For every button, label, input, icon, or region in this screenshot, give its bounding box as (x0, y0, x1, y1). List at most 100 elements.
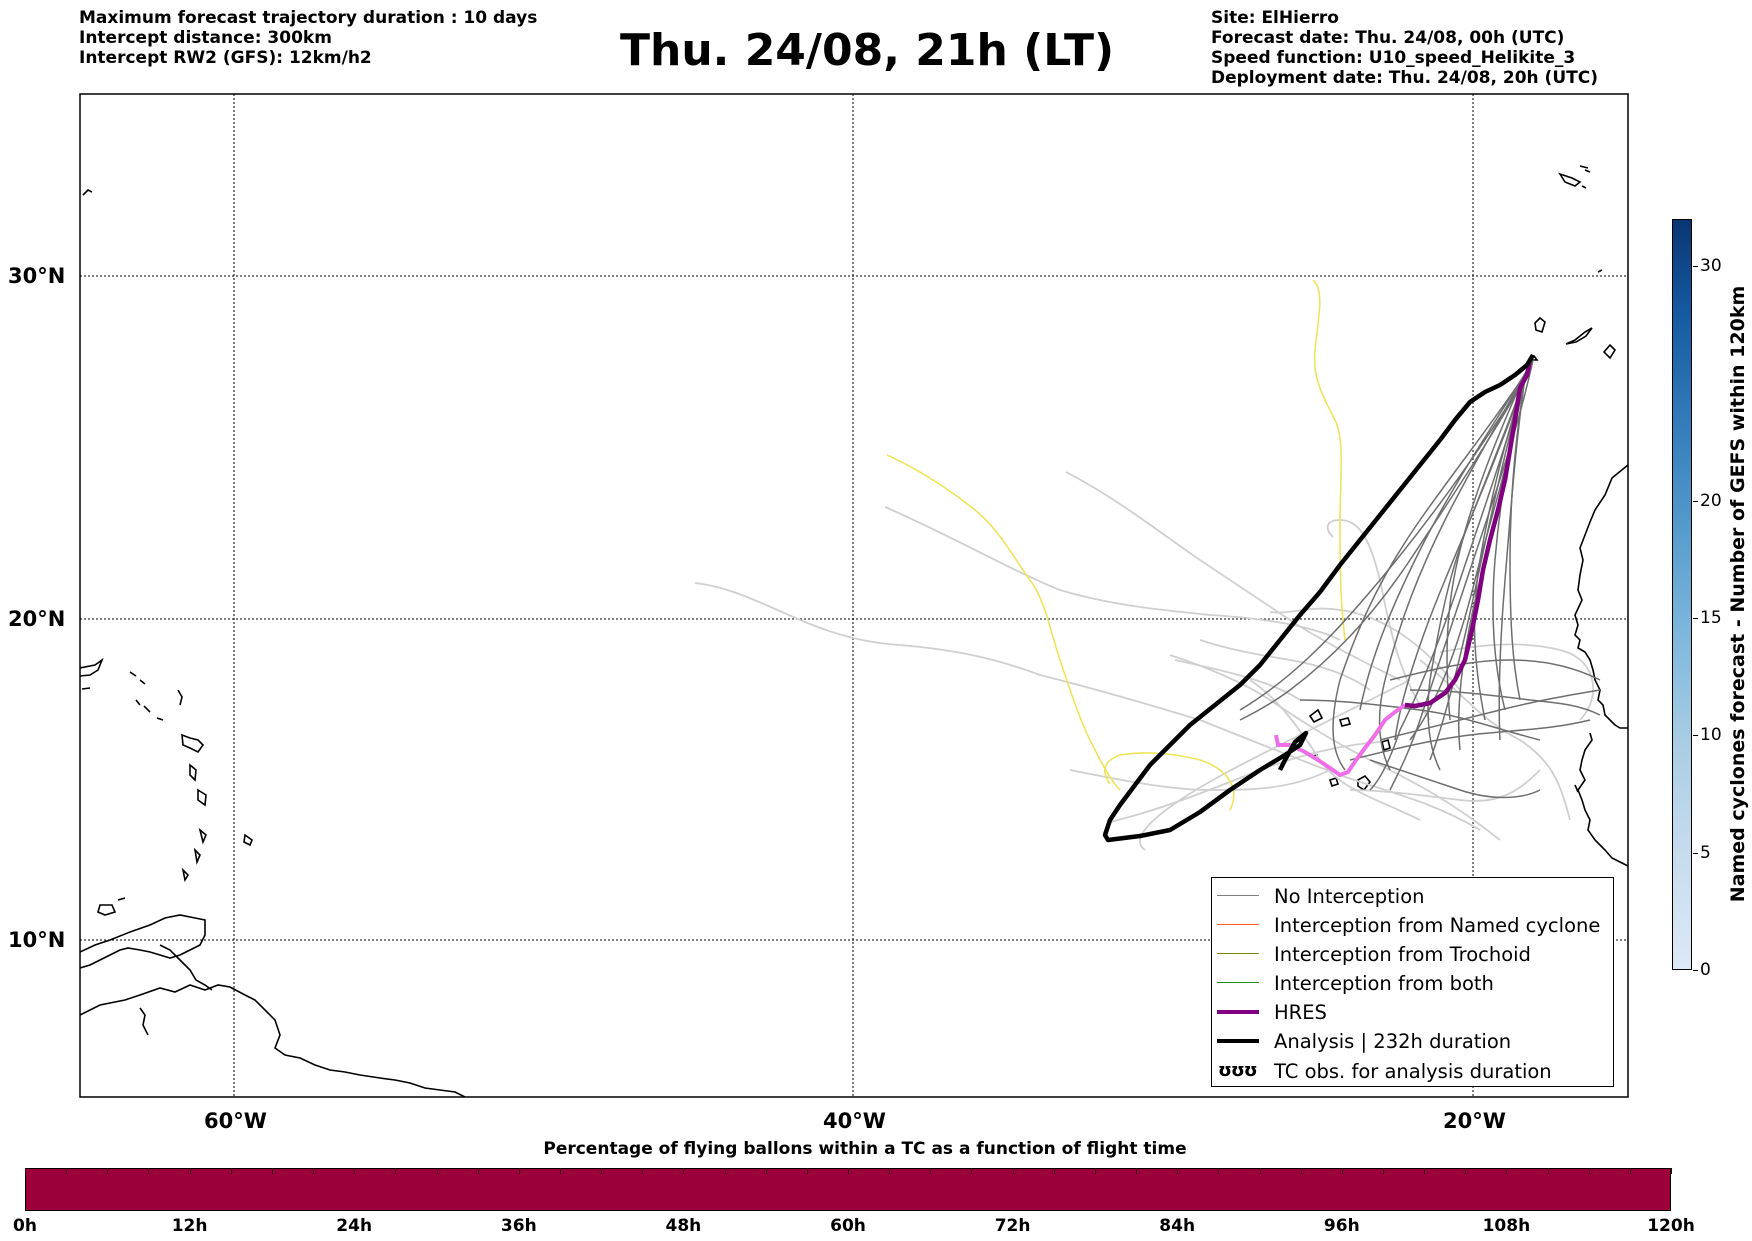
colorbar-bottom-minor-tick (1136, 1168, 1138, 1174)
coast-guyana-river (139, 1007, 149, 1036)
colorbar-bottom-minor-tick (1424, 1168, 1426, 1174)
legend-label: Analysis | 232h duration (1274, 1030, 1512, 1053)
island-madeira-dot (1597, 269, 1603, 273)
trajectory-light (1326, 519, 1431, 721)
trajectory-dark (1429, 384, 1524, 761)
colorbar-bottom-minor-tick (1300, 1168, 1302, 1174)
colorbar-bottom-minor-tick (477, 1168, 479, 1174)
trajectory-dark (1369, 377, 1526, 791)
island-st-vincent (193, 847, 201, 865)
legend: No Interception Interception from Named … (1211, 877, 1614, 1087)
island-aruba-curacao (97, 897, 126, 916)
colorbar-named-cyclones (1672, 219, 1692, 970)
island-gran-canaria (1602, 343, 1617, 360)
hres-track (1404, 359, 1533, 709)
trajectory-dark (1394, 381, 1525, 741)
legend-item-analysis: Analysis | 232h duration (1212, 1030, 1613, 1053)
island-cape-verde-5 (1357, 774, 1372, 792)
island-la-palma (1534, 316, 1546, 334)
legend-label: TC obs. for analysis duration (1274, 1060, 1552, 1083)
legend-swatch (1217, 895, 1259, 896)
colorbar-bottom-tick-label: 108h (1482, 1216, 1531, 1236)
tc-obs-symbol-icon: ʊʊʊ (1218, 1060, 1258, 1081)
colorbar-right-tick-label: 5 (1700, 842, 1711, 863)
legend-item-named-cyclone: Interception from Named cyclone (1212, 914, 1613, 937)
island-cape-verde-4 (1328, 776, 1340, 788)
trajectory-dark (1509, 377, 1526, 701)
header-right-line: Speed function: U10_speed_Helikite_3 (1211, 48, 1576, 68)
lon-label-60w: 60°W (204, 1109, 267, 1133)
island-cape-verde-1 (1308, 708, 1324, 724)
colorbar-right-tick (1693, 500, 1698, 502)
header-left-line: Intercept distance: 300km (79, 28, 332, 48)
island-guadeloupe (181, 733, 205, 754)
colorbar-bottom-tick-label: 84h (1159, 1216, 1196, 1236)
colorbar-bottom-minor-tick (271, 1168, 273, 1174)
trajectory-light (1174, 659, 1301, 701)
trajectory-light (1065, 471, 1401, 681)
colorbar-right-tick (1693, 735, 1698, 737)
colorbar-flight-time (25, 1168, 1671, 1211)
legend-item-tc-obs: ʊʊʊ TC obs. for analysis duration (1212, 1060, 1613, 1083)
colorbar-bottom-minor-tick (1053, 1168, 1055, 1174)
header-right-line: Forecast date: Thu. 24/08, 00h (UTC) (1211, 28, 1565, 48)
lat-label-10n: 10°N (8, 928, 66, 952)
island-guadeloupe-north (177, 689, 183, 706)
legend-item-both: Interception from both (1212, 972, 1613, 995)
trajectory-dark (1369, 759, 1541, 799)
header-left-line: Intercept RW2 (GFS): 12km/h2 (79, 48, 372, 68)
colorbar-right-tick-label: 15 (1700, 607, 1722, 628)
colorbar-bottom-minor-tick (1218, 1168, 1220, 1174)
trajectory-light (1349, 769, 1541, 802)
lat-label-30n: 30°N (8, 264, 66, 288)
colorbar-bottom-minor-tick (395, 1168, 397, 1174)
colorbar-bottom-tick-label: 60h (830, 1216, 866, 1236)
colorbar-bottom-minor-tick (1012, 1168, 1014, 1174)
colorbar-bottom-tick-label: 12h (171, 1216, 208, 1236)
coast-senegal-guinea (1577, 732, 1628, 867)
trajectory-dark (1299, 699, 1541, 741)
legend-label: Interception from Trochoid (1274, 943, 1531, 966)
island-barbados (243, 833, 253, 847)
trajectories-no-interception (1239, 359, 1601, 799)
colorbar-bottom-minor-tick (1671, 1168, 1672, 1174)
colorbar-bottom-minor-tick (25, 1168, 26, 1174)
island-martinique (197, 788, 207, 807)
colorbar-right-title: Named cyclones forecast - Number of GEFS… (1727, 285, 1749, 903)
coast-venezuela (80, 914, 206, 969)
map-frame (79, 93, 1629, 1098)
colorbar-bottom-minor-tick (1177, 1168, 1179, 1174)
colorbar-right-tick-label: 10 (1700, 725, 1722, 746)
colorbar-bottom-minor-tick (1465, 1168, 1467, 1174)
legend-swatch (1217, 924, 1259, 925)
colorbar-bottom-minor-tick (148, 1168, 150, 1174)
page-title: Thu. 24/08, 21h (LT) (620, 25, 1115, 76)
coast-detail (1574, 784, 1579, 793)
colorbar-right-tick-label: 0 (1700, 960, 1711, 980)
colorbar-bottom-tick-label: 36h (500, 1216, 537, 1236)
trajectory-dark (1349, 719, 1591, 761)
trajectory-light (694, 582, 1481, 831)
colorbar-bottom-minor-tick (313, 1168, 315, 1174)
colorbar-bottom-minor-tick (1629, 1168, 1631, 1174)
trajectory-dark (1359, 371, 1527, 711)
island-tenerife (1565, 327, 1593, 345)
colorbar-bottom-minor-tick (642, 1168, 644, 1174)
colorbar-bottom-minor-tick (765, 1168, 767, 1174)
colorbar-bottom-minor-tick (806, 1168, 808, 1174)
coast-south-america (80, 984, 466, 1097)
trajectory-dark (1389, 659, 1601, 681)
colorbar-right-tick (1693, 852, 1698, 854)
lon-label-20w: 20°W (1443, 1109, 1506, 1133)
island-vi (81, 687, 91, 690)
trajectory-yellow (886, 454, 1121, 791)
legend-item-trochoid: Interception from Trochoid (1212, 943, 1613, 966)
colorbar-bottom-minor-tick (1506, 1168, 1508, 1174)
coast-trinidad (159, 944, 213, 991)
colorbar-right-tick (1693, 617, 1698, 619)
legend-swatch (1217, 1010, 1259, 1014)
island-st-lucia (198, 827, 207, 845)
colorbar-bottom-minor-tick (66, 1168, 68, 1174)
legend-swatch (1217, 1039, 1259, 1043)
lat-label-20n: 20°N (8, 607, 66, 631)
